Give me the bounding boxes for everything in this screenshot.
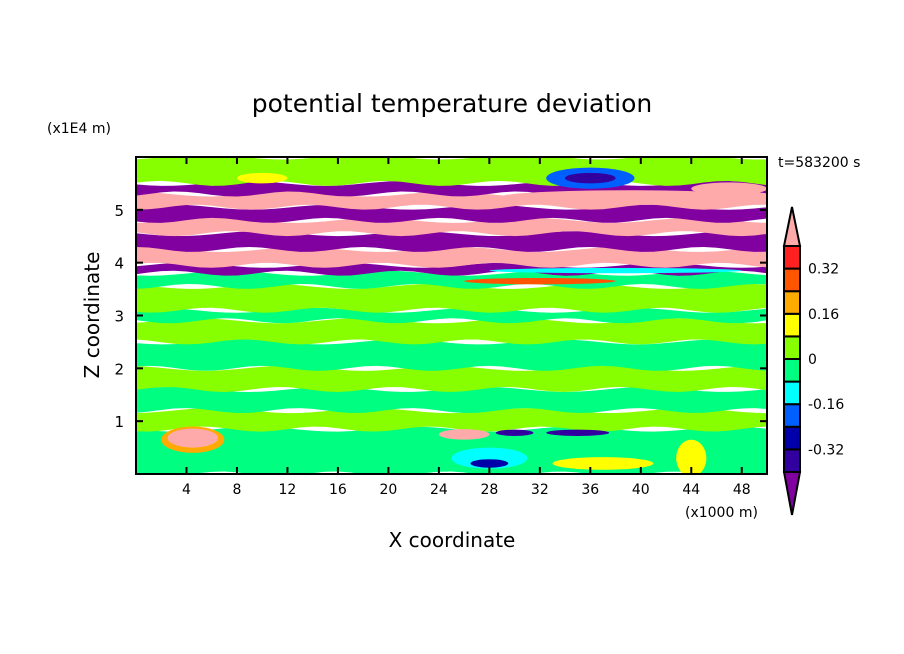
field-band xyxy=(136,339,767,371)
x-tick-label: 28 xyxy=(480,482,498,498)
field-band xyxy=(136,408,767,432)
y-tick-label: 4 xyxy=(114,255,124,273)
colorbar-box xyxy=(783,290,801,315)
colorbar: -0.32 -0.16 0 0.16 0.32 xyxy=(782,206,844,516)
colorbar-box xyxy=(783,358,801,383)
field-band xyxy=(136,157,767,186)
colorbar-box xyxy=(783,380,801,406)
colorbar-tick-label: 0.16 xyxy=(808,307,839,323)
x-unit-label: (x1000 m) xyxy=(685,505,758,521)
contour-field xyxy=(136,157,767,474)
x-axis-label: X coordinate xyxy=(389,528,516,552)
colorbar-tick-label: -0.16 xyxy=(808,397,844,413)
field-band xyxy=(136,386,767,414)
field-blob xyxy=(470,459,509,468)
colorbar-box xyxy=(783,245,801,270)
field-blob xyxy=(438,429,490,440)
colorbar-box xyxy=(783,312,801,338)
field-blob xyxy=(236,172,288,184)
colorbar-tick-label: -0.32 xyxy=(808,442,844,458)
x-tick-label: 24 xyxy=(430,482,448,498)
x-tick-label: 20 xyxy=(379,482,397,498)
y-axis-label: Z coordinate xyxy=(80,252,104,379)
colorbar-box xyxy=(783,425,801,451)
x-tick-label: 16 xyxy=(329,482,347,498)
x-tick-label: 8 xyxy=(232,482,241,498)
field-band xyxy=(136,262,767,276)
field-band xyxy=(136,270,767,289)
field-blob xyxy=(464,277,616,285)
colorbar-box xyxy=(783,403,801,428)
field-blob xyxy=(552,457,654,470)
field-blob xyxy=(495,429,534,436)
field-band xyxy=(136,204,767,223)
field-band xyxy=(136,365,767,392)
field-blob xyxy=(565,172,616,184)
field-band xyxy=(136,318,767,345)
x-tick-label: 32 xyxy=(531,482,549,498)
x-tick-label: 48 xyxy=(733,482,751,498)
x-tick-label: 4 xyxy=(182,482,191,498)
x-tick-label: 44 xyxy=(682,482,700,498)
colorbar-tick-label: 0 xyxy=(808,352,817,368)
y-tick-label: 5 xyxy=(114,202,124,220)
colorbar-box xyxy=(783,335,801,360)
colorbar-box xyxy=(783,267,801,293)
colorbar-over-triangle xyxy=(782,206,802,247)
colorbar-box xyxy=(783,448,801,473)
x-tick-label: 12 xyxy=(279,482,297,498)
x-tick-label: 36 xyxy=(581,482,599,498)
field-band xyxy=(136,217,767,237)
time-label: t=583200 s xyxy=(778,155,860,171)
y-unit-label: (x1E4 m) xyxy=(47,121,111,137)
field-blob xyxy=(489,267,742,274)
y-tick-label: 1 xyxy=(114,413,124,431)
field-blob xyxy=(546,429,610,436)
field-blob xyxy=(167,428,219,448)
field-blob xyxy=(501,190,755,203)
chart-title: potential temperature deviation xyxy=(252,89,652,118)
field-band xyxy=(136,231,767,252)
x-tick-label: 40 xyxy=(632,482,650,498)
colorbar-under-triangle xyxy=(782,471,802,516)
colorbar-tick-label: 0.32 xyxy=(808,262,839,278)
field-blob xyxy=(676,439,707,474)
field-band xyxy=(136,283,767,313)
y-tick-label: 3 xyxy=(114,308,124,326)
y-tick-label: 2 xyxy=(114,360,124,378)
field-band xyxy=(136,246,767,268)
